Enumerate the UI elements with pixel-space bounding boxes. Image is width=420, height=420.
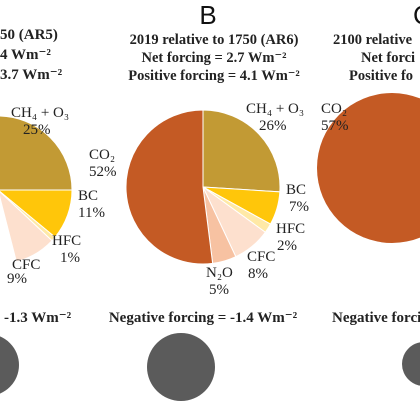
panel-a-partial: 50 (AR5) 4 Wm⁻² 3.7 Wm⁻² CH₄ + O₃ 25% BC… xyxy=(0,27,105,394)
panel-b-ch4-value: 26% xyxy=(259,118,287,134)
panel-c-negative-circle xyxy=(402,342,420,386)
panel-c-co2-value: 57% xyxy=(321,118,349,134)
panel-b: B 2019 relative to 1750 (AR6) Net forcin… xyxy=(89,0,309,401)
panel-a-header-line3: 3.7 Wm⁻² xyxy=(0,67,63,83)
panel-a-ch4-value: 25% xyxy=(23,122,51,138)
panel-a-bc-value: 11% xyxy=(78,205,105,221)
panel-c-partial: C 2100 relative Net forci Positive fo CO… xyxy=(317,0,420,386)
panel-b-ch4-label: CH₄ + O₃ xyxy=(246,101,304,117)
panel-b-hfc-label: HFC xyxy=(276,221,305,237)
panel-c-header-line1: 2100 relative xyxy=(333,32,413,48)
panel-b-title: 2019 relative to 1750 (AR6) xyxy=(130,32,299,48)
pie-c-slice-co2 xyxy=(317,93,420,243)
panel-a-negative-circle xyxy=(0,336,19,394)
panel-a-cfc-label: CFC xyxy=(12,257,40,273)
panel-b-positive-forcing: Positive forcing = 4.1 Wm⁻² xyxy=(128,68,300,84)
panel-b-negative-forcing: Negative forcing = -1.4 Wm⁻² xyxy=(109,310,298,326)
panel-b-co2-label: CO₂ xyxy=(89,147,115,163)
panel-a-ch4-label: CH₄ + O₃ xyxy=(11,105,69,121)
panel-b-hfc-value: 2% xyxy=(277,238,297,254)
panel-c-header-line3: Positive fo xyxy=(349,68,413,84)
panel-b-letter: B xyxy=(199,0,216,30)
panel-b-negative-circle xyxy=(147,333,215,401)
panel-a-hfc-label: HFC xyxy=(52,233,81,249)
panel-b-co2-value: 52% xyxy=(89,164,117,180)
panel-a-header-line1: 50 (AR5) xyxy=(0,27,58,43)
pie-b-slice-ch4-o3 xyxy=(202,109,281,193)
panel-b-bc-label: BC xyxy=(286,182,306,198)
panel-a-negative-forcing: -1.3 Wm⁻² xyxy=(4,310,72,326)
pie-b-slice-co2 xyxy=(125,109,214,265)
panel-b-cfc-label: CFC xyxy=(247,249,275,265)
panel-c-letter: C xyxy=(413,0,420,30)
panel-a-header-line2: 4 Wm⁻² xyxy=(0,47,51,63)
panel-a-bc-label: BC xyxy=(78,188,98,204)
pie-a-slice-cfc xyxy=(0,191,53,263)
panel-a-cfc-value: 9% xyxy=(7,271,27,287)
panel-c-header-line2: Net forci xyxy=(361,50,415,66)
panel-a-hfc-value: 1% xyxy=(60,250,80,266)
panel-b-bc-value: 7% xyxy=(289,199,309,215)
pie-a-slice-ch4-o3 xyxy=(0,115,73,191)
panel-c-negative-forcing: Negative forcing xyxy=(332,310,420,326)
panel-b-n2o-value: 5% xyxy=(209,282,229,298)
panel-b-n2o-label: N₂O xyxy=(206,265,233,281)
panel-b-net-forcing: Net forcing = 2.7 Wm⁻² xyxy=(142,50,287,66)
panel-b-pie xyxy=(125,109,281,265)
panel-b-cfc-value: 8% xyxy=(248,266,268,282)
panel-c-co2-label: CO₂ xyxy=(321,101,347,117)
